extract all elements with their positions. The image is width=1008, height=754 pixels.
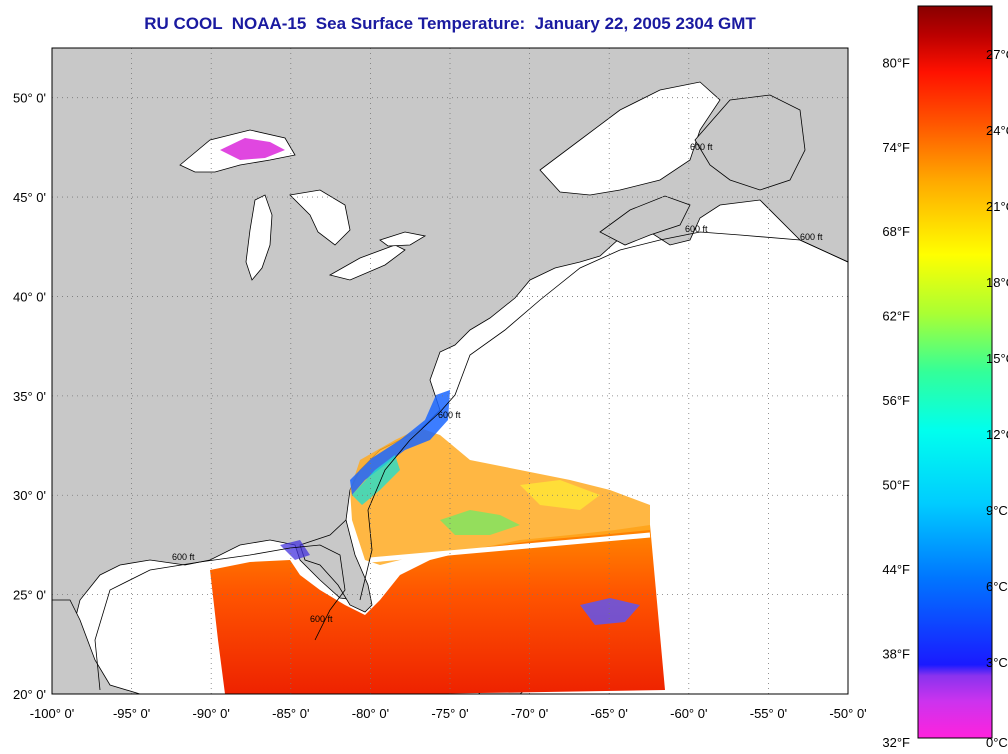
lake-erie — [328, 244, 406, 281]
y-tick-label: 50° 0' — [13, 91, 46, 106]
lake-ontario — [379, 231, 427, 247]
x-tick-label: -85° 0' — [272, 706, 309, 721]
sst-atlantic-yellow-patch — [520, 480, 600, 510]
sst-coastal-cold-band — [350, 390, 450, 495]
x-axis-ticks: -100° 0' -95° 0' -90° 0' -85° 0' -80° 0' -75°… — [30, 706, 867, 721]
x-tick-label: -55° 0' — [750, 706, 787, 721]
map-title: RU COOL NOAA-15 Sea Surface Temperature:… — [144, 14, 756, 33]
colorbar-celsius-labels: 27°C 24°C 21°C 18°C 15°C 12°C 9°C 6°C 3°C 0°C — [986, 47, 1008, 750]
contour-600ft — [94, 231, 848, 691]
x-tick-label: -70° 0' — [511, 706, 548, 721]
colorbar-label-celsius: 24°C — [986, 123, 1008, 138]
sst-gulf-blue-patch — [280, 540, 310, 560]
y-tick-label: 25° 0' — [13, 588, 46, 603]
y-tick-label: 20° 0' — [13, 687, 46, 702]
map-layers — [52, 48, 848, 694]
colorbar-label-celsius: 12°C — [986, 427, 1008, 442]
gulf-st-lawrence — [539, 81, 721, 196]
colorbar-label-fahrenheit: 38°F — [882, 647, 910, 662]
x-tick-label: -65° 0' — [591, 706, 628, 721]
contour-label: 600 ft — [690, 142, 713, 152]
colorbar-label-fahrenheit: 80°F — [882, 55, 910, 70]
x-tick-label: -90° 0' — [193, 706, 230, 721]
x-tick-label: -95° 0' — [113, 706, 150, 721]
contour-label: 600 ft — [172, 552, 195, 562]
colorbar-label-celsius: 9°C — [986, 503, 1008, 518]
y-tick-label: 30° 0' — [13, 488, 46, 503]
nova-scotia — [599, 195, 691, 246]
land-mexico — [52, 599, 141, 694]
x-tick-label: -100° 0' — [30, 706, 75, 721]
contour-label: 600 ft — [310, 614, 333, 624]
y-tick-label: 40° 0' — [13, 289, 46, 304]
colorbar — [917, 5, 993, 739]
contour-label: 600 ft — [685, 224, 708, 234]
sst-coastal-cyan-band — [352, 455, 400, 505]
colorbar-label-celsius: 0°C — [986, 735, 1008, 750]
swath-gap-line — [369, 532, 651, 563]
sst-atlantic-cool-patch — [440, 510, 520, 535]
sst-blue-patch — [580, 598, 640, 625]
contour-label-group: 600 ft 600 ft 600 ft 600 ft 600 ft 600 f… — [172, 142, 823, 624]
colorbar-label-fahrenheit: 44°F — [882, 562, 910, 577]
contour-label: 600 ft — [438, 410, 461, 420]
y-tick-label: 45° 0' — [13, 190, 46, 205]
contour-label: 600 ft — [800, 232, 823, 242]
x-tick-label: -80° 0' — [352, 706, 389, 721]
newfoundland — [694, 94, 806, 191]
x-tick-label: -50° 0' — [829, 706, 866, 721]
colorbar-label-fahrenheit: 50°F — [882, 478, 910, 493]
colorbar-label-fahrenheit: 56°F — [882, 393, 910, 408]
colorbar-label-fahrenheit: 74°F — [882, 140, 910, 155]
colorbar-label-fahrenheit: 68°F — [882, 224, 910, 239]
sst-superior-patch — [220, 138, 285, 160]
colorbar-label-celsius: 6°C — [986, 579, 1008, 594]
colorbar-label-fahrenheit: 62°F — [882, 309, 910, 324]
y-axis-ticks: 20° 0' 25° 0' 30° 0' 35° 0' 40° 0' 45° 0' 50° … — [13, 91, 46, 702]
plot-border — [51, 47, 849, 695]
sst-gulf-caribbean — [210, 525, 665, 694]
colorbar-label-celsius: 3°C — [986, 655, 1008, 670]
colorbar-label-celsius: 21°C — [986, 199, 1008, 214]
y-tick-label: 35° 0' — [13, 389, 46, 404]
colorbar-fahrenheit-labels: 80°F 74°F 68°F 62°F 56°F 50°F 44°F 38°F 32°F — [882, 55, 910, 750]
x-tick-label: -75° 0' — [431, 706, 468, 721]
lake-michigan — [245, 194, 273, 281]
colorbar-label-celsius: 15°C — [986, 351, 1008, 366]
colorbar-label-fahrenheit: 32°F — [882, 735, 910, 750]
florida — [299, 519, 373, 613]
colorbar-label-celsius: 27°C — [986, 47, 1008, 62]
x-tick-label: -60° 0' — [670, 706, 707, 721]
colorbar-label-celsius: 18°C — [986, 275, 1008, 290]
sst-atlantic-upper — [350, 428, 650, 565]
lake-huron — [289, 189, 351, 246]
